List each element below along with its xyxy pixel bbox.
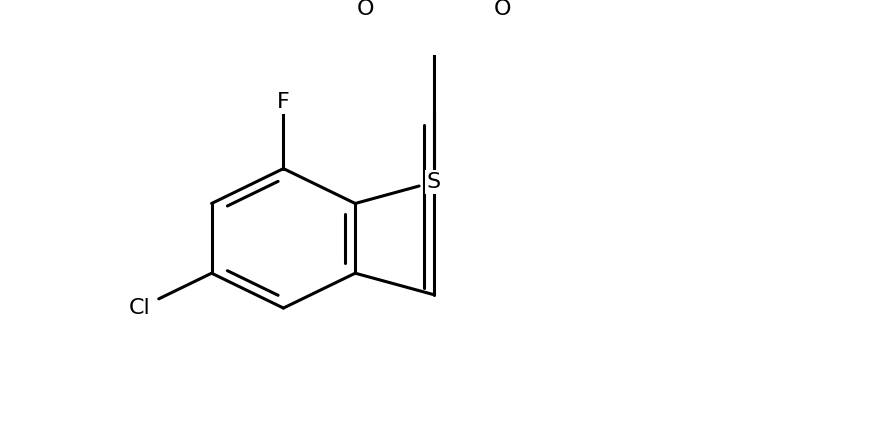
Text: Cl: Cl — [129, 298, 151, 318]
Text: S: S — [427, 172, 441, 192]
Text: F: F — [277, 92, 290, 112]
Text: O: O — [493, 0, 511, 19]
Text: O: O — [357, 0, 374, 19]
